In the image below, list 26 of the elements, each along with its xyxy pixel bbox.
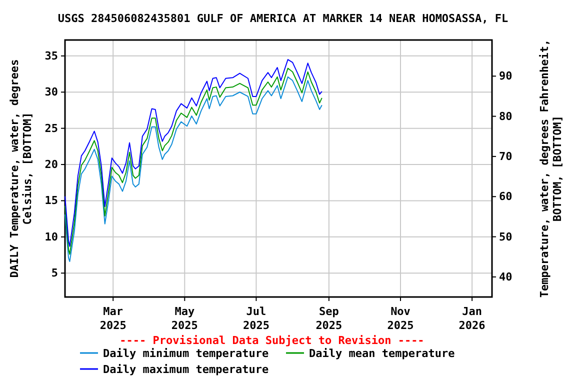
y2-tick-label: 40 [499,270,512,284]
y-tick-label: 25 [44,122,58,135]
x-tick-label: Jul 2025 [242,305,270,332]
y-tick-label: 10 [44,230,58,244]
x-tick-label: Nov 2025 [387,305,414,332]
x-tick-label: Jan 2026 [458,305,486,332]
y2-tick-label: 60 [499,190,512,204]
y2-tick-label: 70 [499,150,512,163]
y2-tick-label: 80 [499,110,512,123]
y2-tick-label: 50 [499,230,512,244]
y2-axis-title: Temperature, water, degrees Fahrenheit, BOTTOM, [BOTTOM] [538,39,564,298]
x-tick-label: May 2025 [171,305,198,332]
y-tick-label: 30 [44,86,58,99]
text: ---- Provisional Data Subject to Revision ---- [120,334,424,347]
y-tick-label: 15 [44,194,58,208]
chart-title: USGS 284506082435801 GULF OF AMERICA AT MARKER 14 NEAR HOMOSASSA, FL [58,12,509,25]
y-tick-label: 5 [51,266,58,280]
x-tick-label: Sep 2025 [316,305,342,332]
x-tick-label: Mar 2025 [100,305,126,332]
y-tick-label: 20 [44,158,58,172]
y-tick-label: 35 [44,49,58,62]
legend-label: Daily mean temperature [309,347,456,360]
y2-tick-label: 90 [499,70,512,83]
legend-label: Daily maximum temperature [103,363,269,376]
y-axis-title: DAILY Temperature, water, degrees Celsius, [BOTTOM] [8,59,34,278]
legend-label: Daily minimum temperature [103,347,269,360]
